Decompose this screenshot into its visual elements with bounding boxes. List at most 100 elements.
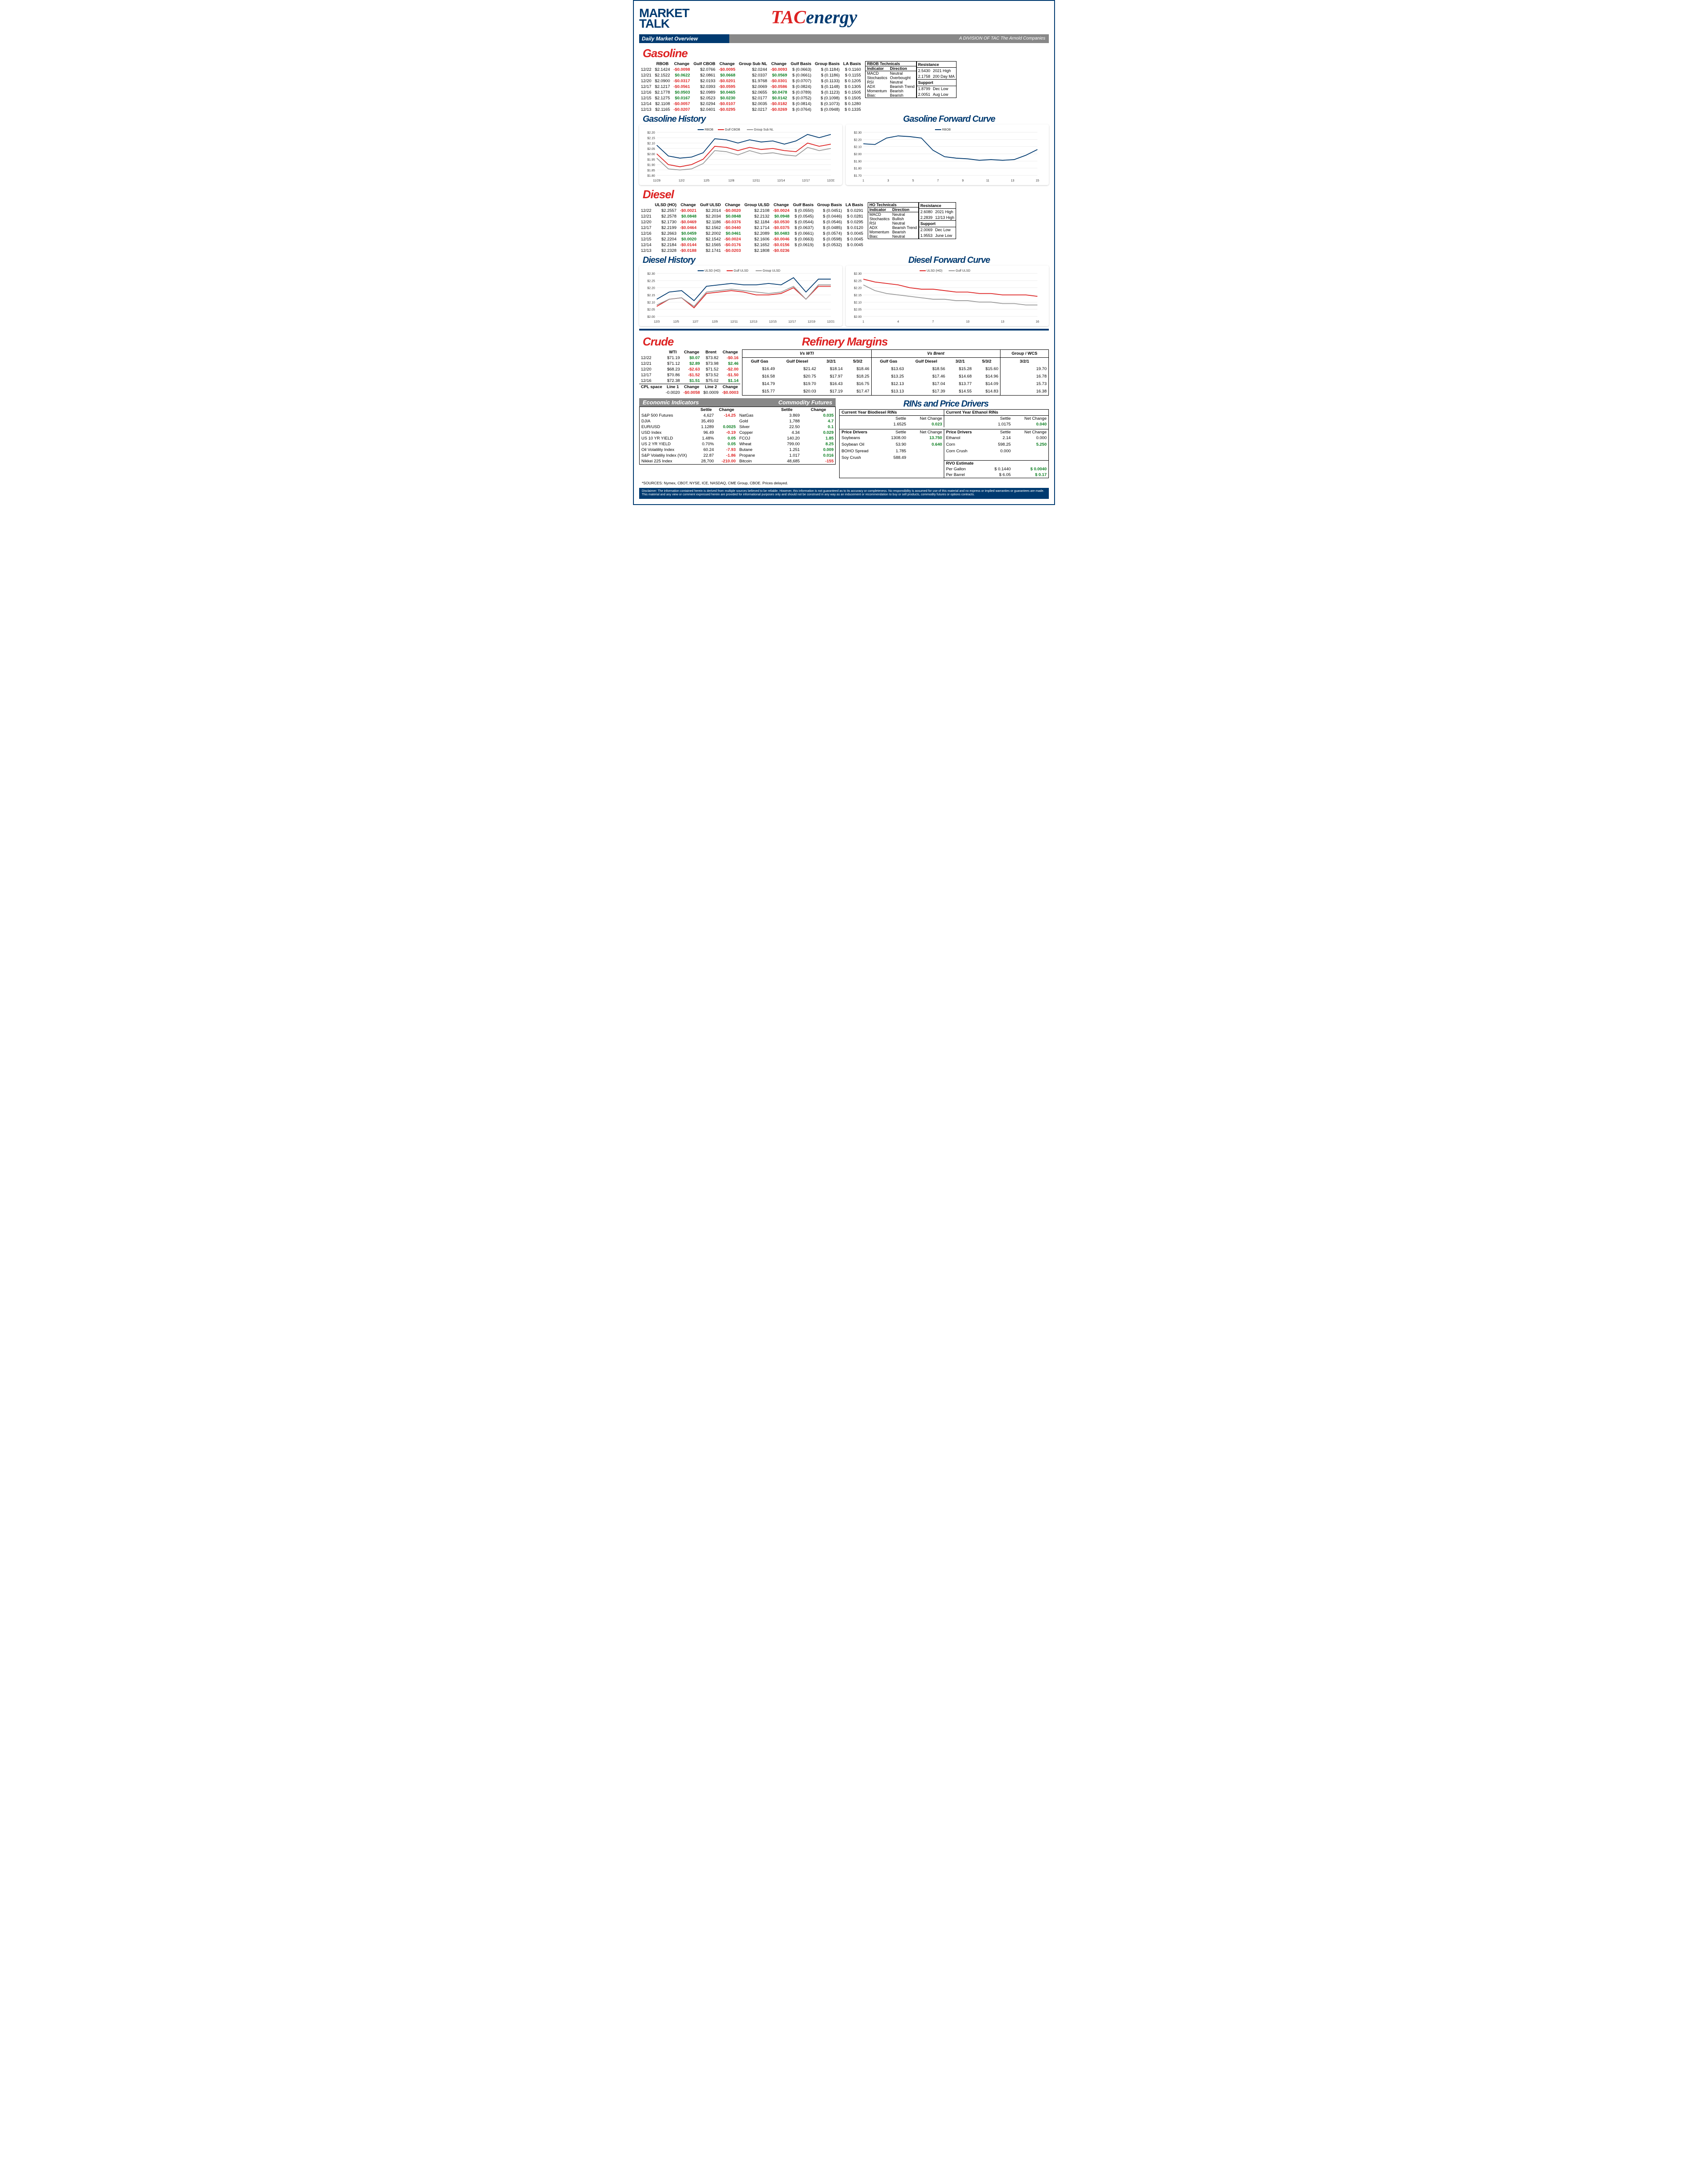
svg-text:12/13: 12/13 xyxy=(749,320,757,323)
svg-text:$2.20: $2.20 xyxy=(647,287,655,290)
svg-text:$2.10: $2.10 xyxy=(647,301,655,304)
svg-text:$2.00: $2.00 xyxy=(854,316,862,319)
svg-text:1: 1 xyxy=(862,179,864,182)
rins-title: RINs and Price Drivers xyxy=(843,399,1049,409)
tac-energy-logo: TACenergy xyxy=(771,7,857,28)
svg-text:12/7: 12/7 xyxy=(692,320,698,323)
svg-text:12/5: 12/5 xyxy=(703,179,709,182)
svg-text:12/14: 12/14 xyxy=(777,179,785,182)
diesel-forward-chart: $2.00$2.05$2.10$2.15$2.20$2.25$2.3014710… xyxy=(846,265,1049,326)
svg-text:$2.15: $2.15 xyxy=(647,137,655,140)
svg-text:ULSD (HO): ULSD (HO) xyxy=(705,269,720,273)
svg-text:3: 3 xyxy=(888,179,889,182)
header: MARKET TALK TACenergy Daily Market Overv… xyxy=(639,4,1049,44)
diesel-title: Diesel xyxy=(643,188,1049,201)
svg-text:$2.00: $2.00 xyxy=(647,153,655,156)
svg-text:12/5: 12/5 xyxy=(673,320,679,323)
svg-text:$1.95: $1.95 xyxy=(647,158,655,161)
svg-text:$1.80: $1.80 xyxy=(854,167,862,171)
svg-text:$2.00: $2.00 xyxy=(647,316,655,319)
econ-header: Economic Indicators Commodity Futures xyxy=(639,398,836,407)
svg-text:ULSD (HO): ULSD (HO) xyxy=(927,269,942,273)
svg-text:$2.20: $2.20 xyxy=(854,287,862,290)
overview-bar: Daily Market Overview A DIVISION OF TAC … xyxy=(639,34,1049,43)
svg-text:12/11: 12/11 xyxy=(731,320,738,323)
svg-text:$2.05: $2.05 xyxy=(647,309,655,312)
svg-text:12/15: 12/15 xyxy=(769,320,777,323)
svg-text:12/19: 12/19 xyxy=(808,320,815,323)
rins-table: Current Year Biodiesel RINsCurrent Year … xyxy=(839,409,1049,478)
svg-text:12/20: 12/20 xyxy=(827,179,834,182)
svg-text:RBOB: RBOB xyxy=(705,128,713,131)
svg-text:RBOB: RBOB xyxy=(942,128,951,131)
svg-text:Group ULSD: Group ULSD xyxy=(763,269,780,273)
svg-text:12/17: 12/17 xyxy=(802,179,810,182)
svg-text:$1.80: $1.80 xyxy=(647,174,655,178)
commodity-futures-table: SettleChangeNatGas3.8690.035Gold1,7884.7… xyxy=(738,407,836,464)
diesel-table: ULSD (HO)ChangeGulf ULSDChangeGroup ULSD… xyxy=(639,202,865,254)
svg-text:$2.30: $2.30 xyxy=(854,131,862,134)
econ-title: Economic Indicators xyxy=(643,399,699,406)
svg-text:$2.25: $2.25 xyxy=(647,280,655,283)
gas-forward-title: Gasoline Forward Curve xyxy=(849,114,1049,124)
margins-title: Refinery Margins xyxy=(802,335,1049,349)
svg-text:11: 11 xyxy=(986,179,989,182)
svg-text:12/9: 12/9 xyxy=(712,320,718,323)
svg-text:$2.25: $2.25 xyxy=(854,280,862,283)
crude-title: Crude xyxy=(643,335,798,349)
svg-text:12/21: 12/21 xyxy=(827,320,834,323)
commodity-title: Commodity Futures xyxy=(779,399,833,406)
svg-text:Gulf ULSD: Gulf ULSD xyxy=(734,269,748,273)
divider xyxy=(639,329,1049,331)
svg-text:$2.30: $2.30 xyxy=(647,273,655,276)
svg-text:$2.10: $2.10 xyxy=(647,142,655,145)
market-talk-logo: MARKET TALK xyxy=(639,8,689,29)
gasoline-title: Gasoline xyxy=(643,47,1049,60)
gas-history-title: Gasoline History xyxy=(643,114,842,124)
svg-text:5: 5 xyxy=(912,179,914,182)
svg-text:15: 15 xyxy=(1036,179,1039,182)
tac-blue: energy xyxy=(806,7,857,28)
svg-text:$2.20: $2.20 xyxy=(647,131,655,134)
econ-indicators-table: SettleChangeS&P 500 Futures4,627-14.25DJ… xyxy=(640,407,738,464)
svg-text:$2.10: $2.10 xyxy=(854,146,862,149)
svg-text:Gulf CBOB: Gulf CBOB xyxy=(725,128,740,131)
svg-text:$2.15: $2.15 xyxy=(647,294,655,297)
tac-red: TAC xyxy=(771,7,806,28)
svg-text:Group Sub NL: Group Sub NL xyxy=(754,128,774,131)
division-text: A DIVISION OF TAC The Arnold Companies xyxy=(959,34,1049,43)
sources: *SOURCES: Nymex, CBOT, NYSE, ICE, NASDAQ… xyxy=(642,481,1049,485)
svg-text:Gulf ULSD: Gulf ULSD xyxy=(956,269,970,273)
svg-text:12/2: 12/2 xyxy=(679,179,685,182)
svg-text:7: 7 xyxy=(937,179,939,182)
gas-forward-chart: $1.70$1.80$1.90$2.00$2.10$2.20$2.3013579… xyxy=(846,124,1049,185)
talk-word: TALK xyxy=(639,18,689,29)
svg-text:13: 13 xyxy=(1011,179,1015,182)
svg-text:$2.00: $2.00 xyxy=(854,153,862,156)
svg-text:$2.20: $2.20 xyxy=(854,138,862,142)
svg-text:12/3: 12/3 xyxy=(654,320,660,323)
svg-text:$2.05: $2.05 xyxy=(647,148,655,151)
svg-text:$1.90: $1.90 xyxy=(854,160,862,163)
crude-table: WTIChangeBrentChange12/22$71.19$0.07$73.… xyxy=(639,349,740,396)
diesel-technicals: HO TechnicalsIndicatorDirectionMACDNeutr… xyxy=(868,202,919,239)
svg-text:7: 7 xyxy=(932,320,934,323)
gasoline-technicals: RBOB TechnicalsIndicatorDirectionMACDNeu… xyxy=(865,61,916,98)
diesel-resistance: Resistance2.60802021 High2.283912/13 Hig… xyxy=(919,202,956,239)
svg-text:13: 13 xyxy=(1001,320,1004,323)
svg-text:$2.15: $2.15 xyxy=(854,294,862,297)
gas-history-chart: $1.80$1.85$1.90$1.95$2.00$2.05$2.10$2.15… xyxy=(639,124,842,185)
diesel-history-title: Diesel History xyxy=(643,255,842,265)
svg-text:$1.90: $1.90 xyxy=(647,164,655,167)
gasoline-resistance: Resistance2.54302021 High2.1758200 Day M… xyxy=(917,61,957,98)
svg-text:$2.05: $2.05 xyxy=(854,309,862,312)
svg-text:12/8: 12/8 xyxy=(728,179,735,182)
diesel-history-chart: $2.00 $2.05 $2.10 $2.15 $2.20 $2.25 $2.30 12/3 1… xyxy=(639,265,842,326)
svg-text:11/29: 11/29 xyxy=(653,179,661,182)
svg-text:9: 9 xyxy=(962,179,964,182)
svg-text:12/11: 12/11 xyxy=(753,179,760,182)
dmo-text: Daily Market Overview xyxy=(642,36,698,42)
svg-text:16: 16 xyxy=(1036,320,1039,323)
svg-text:10: 10 xyxy=(966,320,970,323)
svg-text:$2.30: $2.30 xyxy=(854,273,862,276)
